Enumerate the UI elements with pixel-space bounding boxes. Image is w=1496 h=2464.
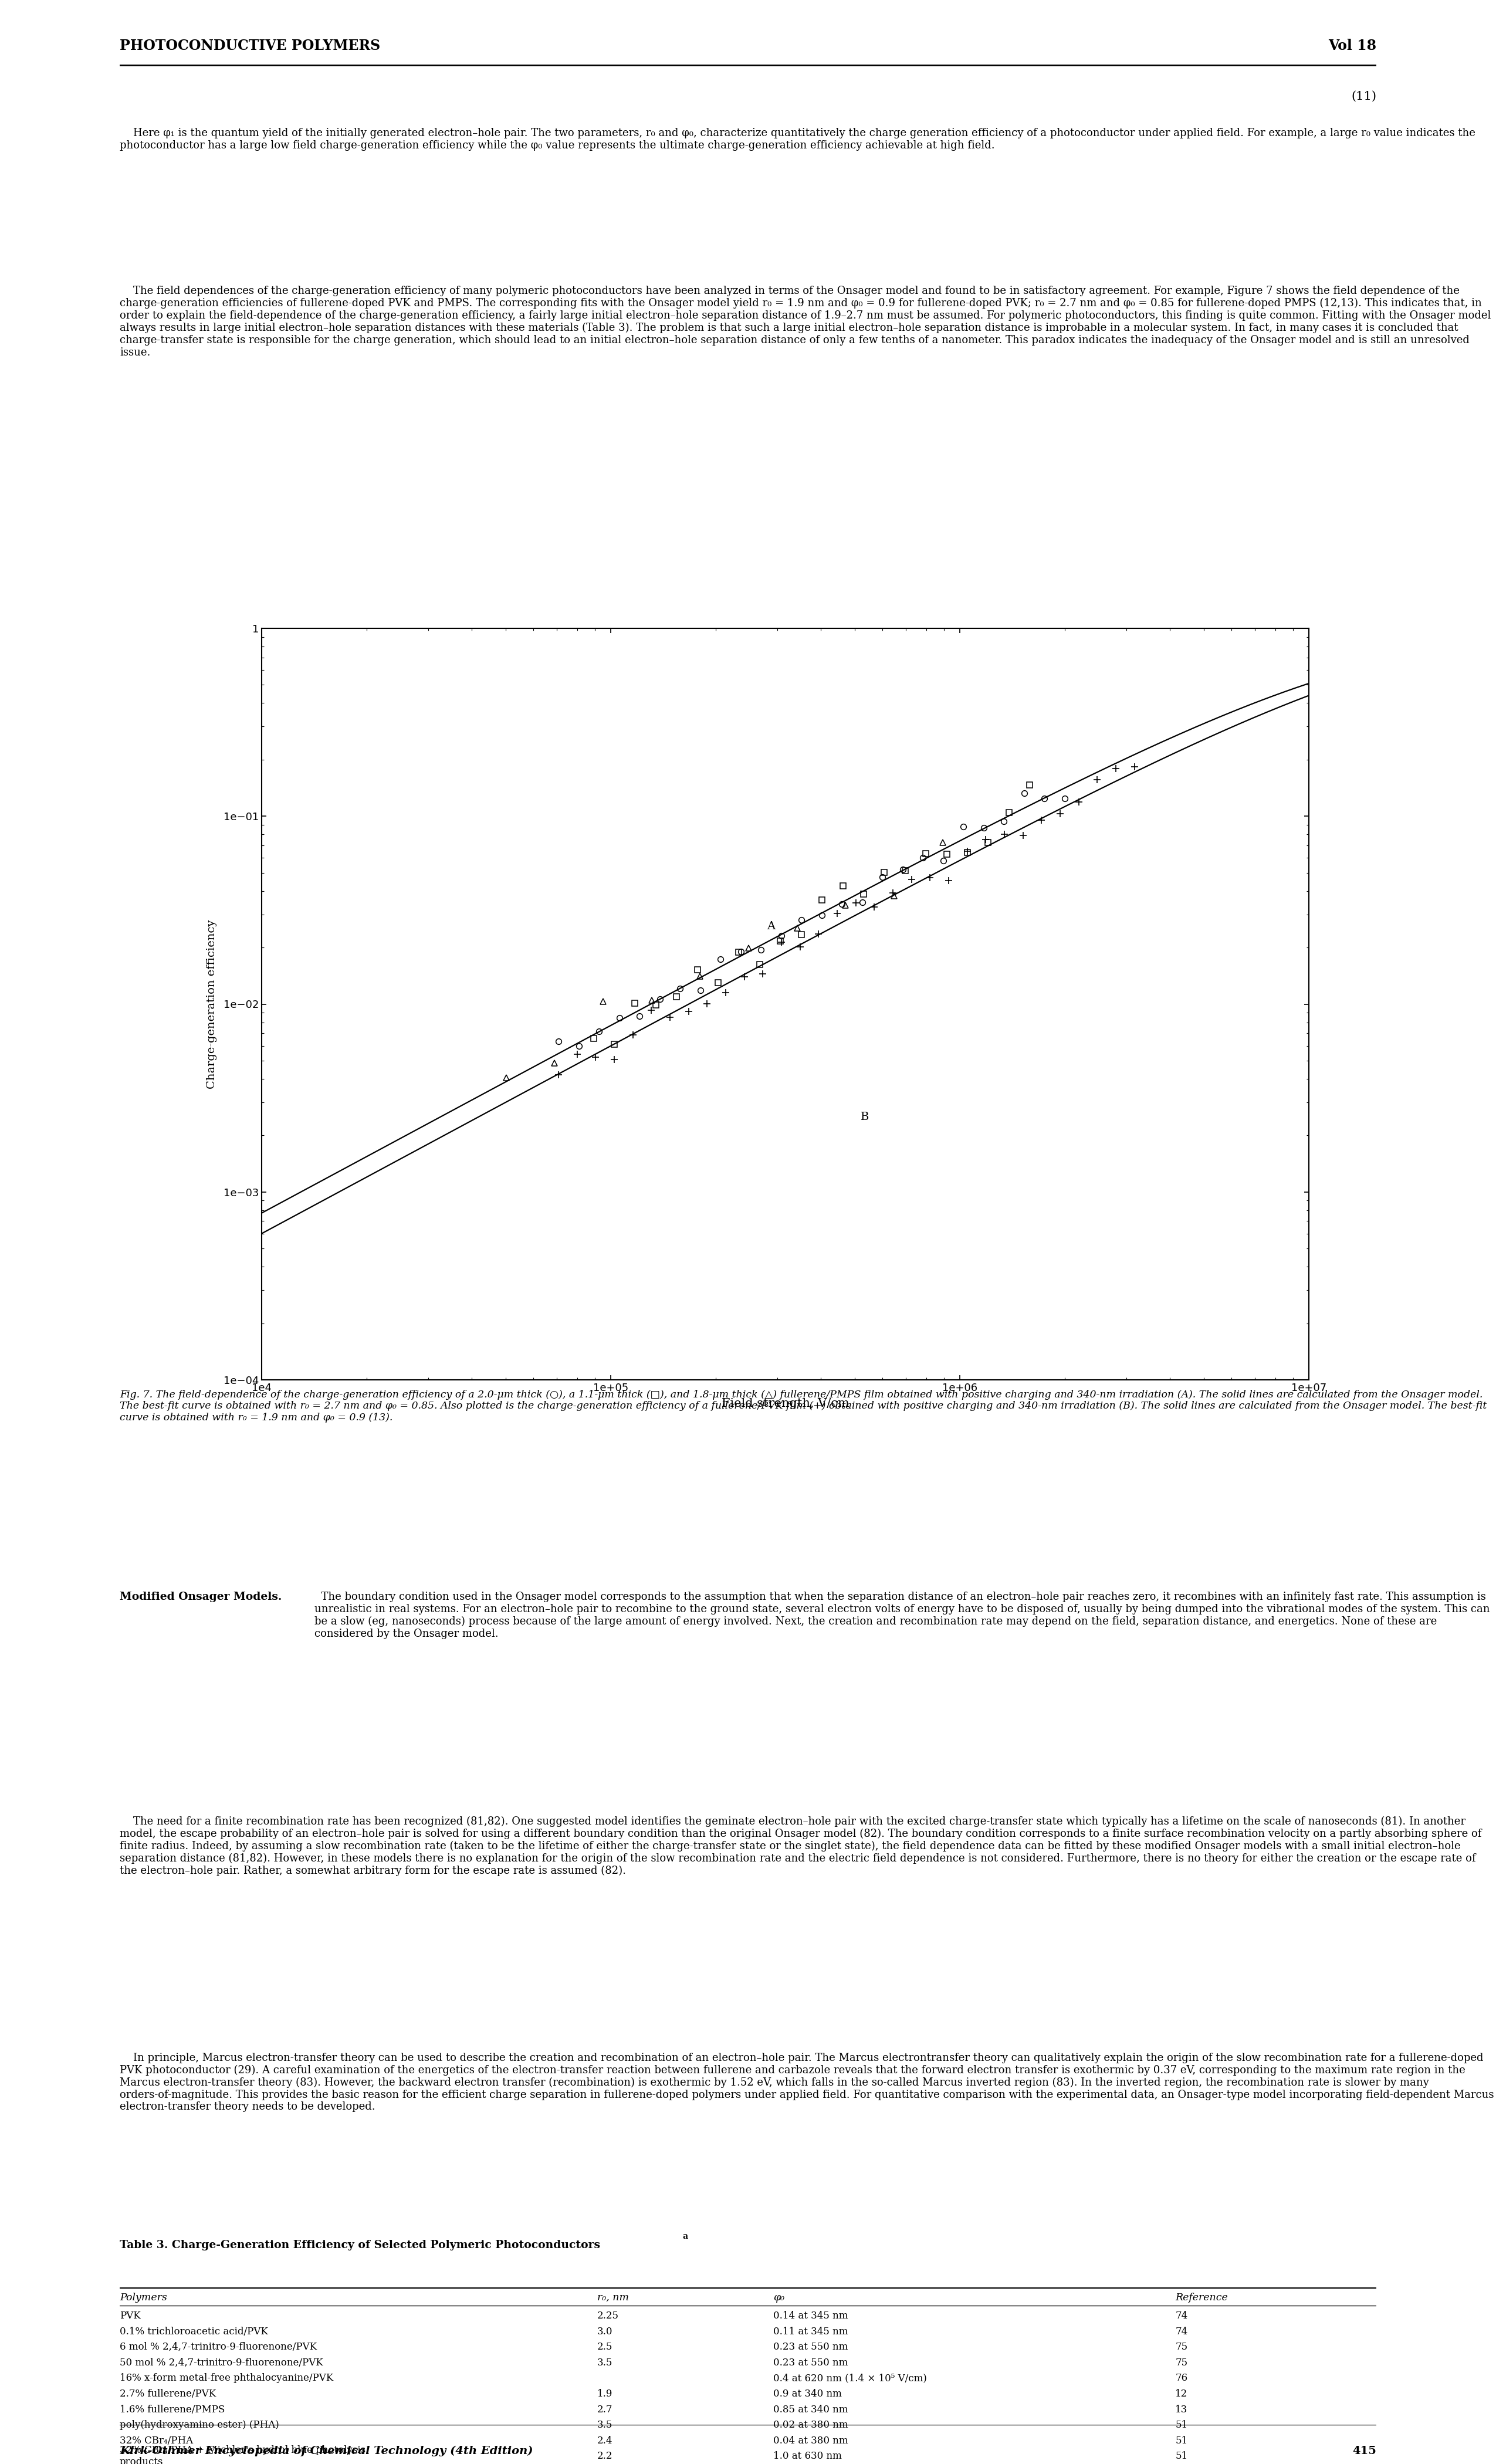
Text: 0.14 at 345 nm: 0.14 at 345 nm bbox=[773, 2311, 848, 2321]
Text: 0.11 at 345 nm: 0.11 at 345 nm bbox=[773, 2326, 848, 2336]
Text: 415: 415 bbox=[1352, 2447, 1376, 2457]
Text: 75: 75 bbox=[1176, 2343, 1188, 2353]
Text: 0.04 at 380 nm: 0.04 at 380 nm bbox=[773, 2437, 848, 2447]
Text: a: a bbox=[682, 2232, 688, 2240]
Text: 51: 51 bbox=[1176, 2452, 1188, 2462]
Text: 1.9: 1.9 bbox=[597, 2390, 613, 2400]
Text: In principle, Marcus electron-transfer theory can be used to describe the creati: In principle, Marcus electron-transfer t… bbox=[120, 2053, 1495, 2112]
Text: A: A bbox=[767, 922, 775, 931]
Y-axis label: Charge-generation efficiency: Charge-generation efficiency bbox=[206, 919, 217, 1089]
Text: 13: 13 bbox=[1176, 2405, 1188, 2415]
Text: Table 3. Charge-Generation Efficiency of Selected Polymeric Photoconductors: Table 3. Charge-Generation Efficiency of… bbox=[120, 2240, 600, 2250]
Text: Polymers: Polymers bbox=[120, 2292, 168, 2304]
Text: (11): (11) bbox=[1351, 91, 1376, 101]
Text: 0.23 at 550 nm: 0.23 at 550 nm bbox=[773, 2343, 848, 2353]
Text: Modified Onsager Models.: Modified Onsager Models. bbox=[120, 1592, 281, 1602]
Text: 0.1% trichloroacetic acid/PVK: 0.1% trichloroacetic acid/PVK bbox=[120, 2326, 268, 2336]
Text: Fig. 7. The field-dependence of the charge-generation efficiency of a 2.0-μm thi: Fig. 7. The field-dependence of the char… bbox=[120, 1390, 1487, 1422]
Text: Vol 18: Vol 18 bbox=[1328, 39, 1376, 52]
Text: 2.4: 2.4 bbox=[597, 2437, 613, 2447]
X-axis label: Field strength, V/cm: Field strength, V/cm bbox=[721, 1397, 850, 1409]
Text: B: B bbox=[860, 1111, 869, 1124]
Text: 2.5: 2.5 bbox=[597, 2343, 613, 2353]
Text: The boundary condition used in the Onsager model corresponds to the assumption t: The boundary condition used in the Onsag… bbox=[314, 1592, 1490, 1639]
Text: 32% CBr₄/PHA + Michler's hydrol blue photolysis
products: 32% CBr₄/PHA + Michler's hydrol blue pho… bbox=[120, 2444, 365, 2464]
Text: Kirk-Othmer Encyclopedia of Chemical Technology (4th Edition): Kirk-Othmer Encyclopedia of Chemical Tec… bbox=[120, 2447, 533, 2457]
Text: 1.6% fullerene/PMPS: 1.6% fullerene/PMPS bbox=[120, 2405, 224, 2415]
Text: 3.5: 3.5 bbox=[597, 2420, 613, 2430]
Text: PVK: PVK bbox=[120, 2311, 141, 2321]
Text: 74: 74 bbox=[1176, 2326, 1188, 2336]
Text: 51: 51 bbox=[1176, 2420, 1188, 2430]
Text: 2.2: 2.2 bbox=[597, 2452, 613, 2462]
Text: 76: 76 bbox=[1176, 2373, 1188, 2383]
Text: 2.7% fullerene/PVK: 2.7% fullerene/PVK bbox=[120, 2390, 215, 2400]
Text: 32% CBr₄/PHA: 32% CBr₄/PHA bbox=[120, 2437, 193, 2447]
Text: 12: 12 bbox=[1176, 2390, 1188, 2400]
Text: The field dependences of the charge-generation efficiency of many polymeric phot: The field dependences of the charge-gene… bbox=[120, 286, 1492, 357]
Text: 1.0 at 630 nm: 1.0 at 630 nm bbox=[773, 2452, 842, 2462]
Text: 3.0: 3.0 bbox=[597, 2326, 613, 2336]
Text: poly(hydroxyamino ester) (PHA): poly(hydroxyamino ester) (PHA) bbox=[120, 2420, 280, 2430]
Text: The need for a finite recombination rate has been recognized (81,82). One sugges: The need for a finite recombination rate… bbox=[120, 1816, 1481, 1875]
Text: 2.7: 2.7 bbox=[597, 2405, 613, 2415]
Text: 16% x-form metal-free phthalocyanine/PVK: 16% x-form metal-free phthalocyanine/PVK bbox=[120, 2373, 334, 2383]
Text: Reference: Reference bbox=[1176, 2292, 1228, 2304]
Text: 75: 75 bbox=[1176, 2358, 1188, 2368]
Text: 0.23 at 550 nm: 0.23 at 550 nm bbox=[773, 2358, 848, 2368]
Text: 3.5: 3.5 bbox=[597, 2358, 613, 2368]
Text: 2.25: 2.25 bbox=[597, 2311, 619, 2321]
Text: φ₀: φ₀ bbox=[773, 2292, 784, 2304]
Text: PHOTOCONDUCTIVE POLYMERS: PHOTOCONDUCTIVE POLYMERS bbox=[120, 39, 380, 52]
Text: 0.02 at 380 nm: 0.02 at 380 nm bbox=[773, 2420, 848, 2430]
Text: 0.9 at 340 nm: 0.9 at 340 nm bbox=[773, 2390, 842, 2400]
Text: 50 mol % 2,4,7-trinitro-9-fluorenone/PVK: 50 mol % 2,4,7-trinitro-9-fluorenone/PVK bbox=[120, 2358, 323, 2368]
Text: 6 mol % 2,4,7-trinitro-9-fluorenone/PVK: 6 mol % 2,4,7-trinitro-9-fluorenone/PVK bbox=[120, 2343, 317, 2353]
Text: 0.4 at 620 nm (1.4 × 10⁵ V/cm): 0.4 at 620 nm (1.4 × 10⁵ V/cm) bbox=[773, 2373, 926, 2383]
Text: 51: 51 bbox=[1176, 2437, 1188, 2447]
Text: r₀, nm: r₀, nm bbox=[597, 2292, 628, 2304]
Text: 0.85 at 340 nm: 0.85 at 340 nm bbox=[773, 2405, 848, 2415]
Text: 74: 74 bbox=[1176, 2311, 1188, 2321]
Text: Here φ₁ is the quantum yield of the initially generated electron–hole pair. The : Here φ₁ is the quantum yield of the init… bbox=[120, 128, 1475, 150]
